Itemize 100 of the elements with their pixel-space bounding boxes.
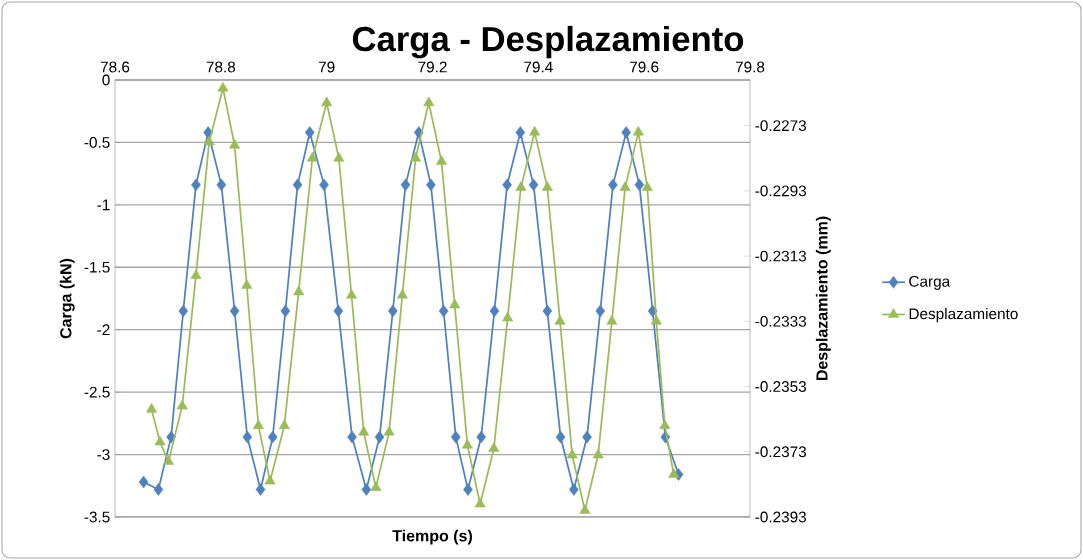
point bbox=[229, 138, 241, 149]
point bbox=[476, 430, 486, 444]
point bbox=[595, 304, 606, 318]
point bbox=[278, 419, 290, 429]
y-tick-label: 0 bbox=[102, 74, 110, 86]
point bbox=[203, 135, 215, 146]
point bbox=[461, 438, 473, 449]
point bbox=[191, 178, 201, 192]
point bbox=[606, 315, 618, 325]
x-tick-label: 79.4 bbox=[524, 61, 553, 73]
x-tick-label: 79.2 bbox=[418, 61, 447, 73]
x-tick-label: 79.8 bbox=[735, 61, 765, 73]
point bbox=[229, 304, 240, 318]
point bbox=[438, 304, 449, 318]
point bbox=[451, 430, 461, 444]
point bbox=[541, 181, 553, 191]
y-tick-label: -1.5 bbox=[84, 261, 110, 273]
point bbox=[217, 81, 229, 92]
point bbox=[383, 425, 395, 436]
y-tick-label: -0.5 bbox=[84, 137, 110, 148]
y-tick-label: -3.5 bbox=[84, 511, 110, 523]
legend-label: Desplazamiento bbox=[909, 307, 1018, 323]
point bbox=[333, 151, 345, 162]
point bbox=[410, 151, 422, 162]
point bbox=[579, 504, 591, 514]
point bbox=[280, 304, 291, 318]
point bbox=[650, 315, 662, 325]
y-axis-title: Carga (kN) bbox=[59, 258, 75, 339]
point bbox=[333, 304, 344, 318]
y-tick-label: -3 bbox=[97, 449, 110, 460]
point bbox=[426, 178, 436, 192]
point bbox=[361, 483, 372, 496]
point bbox=[153, 483, 164, 496]
point bbox=[176, 399, 188, 410]
point bbox=[529, 125, 541, 136]
y2-tick-label: -0.2373 bbox=[755, 446, 807, 458]
point bbox=[566, 448, 578, 459]
point bbox=[647, 304, 658, 318]
point bbox=[162, 455, 174, 465]
point bbox=[592, 448, 604, 459]
x-tick-label: 79 bbox=[318, 61, 335, 73]
point bbox=[242, 430, 253, 444]
point bbox=[528, 178, 539, 192]
point bbox=[154, 435, 166, 446]
point bbox=[608, 178, 618, 192]
point bbox=[267, 430, 278, 444]
y2-axis-title: Desplazamiento (mm) bbox=[815, 216, 831, 381]
point bbox=[370, 481, 382, 491]
point bbox=[321, 96, 333, 107]
x-tick-label: 78.6 bbox=[100, 61, 130, 73]
point bbox=[252, 419, 264, 429]
point bbox=[346, 288, 358, 299]
point bbox=[264, 474, 276, 485]
point bbox=[449, 298, 461, 309]
point bbox=[319, 178, 329, 192]
point bbox=[554, 315, 566, 325]
y-tick-label: -1 bbox=[97, 199, 110, 211]
point bbox=[306, 151, 318, 162]
point bbox=[515, 181, 527, 191]
point bbox=[178, 304, 189, 318]
point bbox=[659, 419, 671, 429]
point bbox=[502, 311, 514, 322]
point bbox=[436, 155, 447, 165]
point bbox=[569, 483, 579, 496]
point bbox=[396, 288, 408, 299]
point bbox=[632, 125, 644, 136]
point bbox=[489, 304, 500, 318]
y2-tick-label: -0.2333 bbox=[755, 315, 807, 327]
y2-tick-label: -0.2313 bbox=[755, 250, 807, 262]
point bbox=[190, 269, 202, 279]
point bbox=[621, 126, 631, 139]
point bbox=[502, 178, 512, 192]
point bbox=[555, 430, 566, 444]
point bbox=[641, 181, 653, 191]
point bbox=[358, 425, 370, 436]
legend-label: Carga bbox=[909, 275, 951, 290]
point bbox=[388, 304, 398, 318]
x-tick-label: 78.8 bbox=[206, 61, 236, 73]
point bbox=[488, 442, 500, 452]
point bbox=[146, 403, 157, 413]
point bbox=[216, 178, 227, 192]
point bbox=[474, 497, 486, 508]
x-axis-title: Tiempo (s) bbox=[392, 529, 472, 545]
y-tick-label: -2 bbox=[97, 324, 110, 336]
point bbox=[423, 96, 435, 107]
point bbox=[542, 304, 553, 318]
point bbox=[400, 178, 411, 192]
y2-tick-label: -0.2393 bbox=[755, 511, 807, 523]
x-tick-label: 79.6 bbox=[630, 61, 659, 73]
point bbox=[668, 468, 680, 478]
y-tick-label: -2.5 bbox=[84, 386, 110, 398]
chart-title: Carga - Desplazamiento bbox=[352, 25, 744, 59]
point bbox=[241, 279, 253, 289]
point bbox=[292, 178, 303, 192]
point bbox=[374, 430, 385, 444]
point bbox=[304, 126, 315, 139]
y2-tick-label: -0.2353 bbox=[755, 381, 807, 392]
point bbox=[138, 475, 149, 489]
point bbox=[582, 430, 592, 444]
y2-tick-label: -0.2273 bbox=[755, 120, 807, 132]
